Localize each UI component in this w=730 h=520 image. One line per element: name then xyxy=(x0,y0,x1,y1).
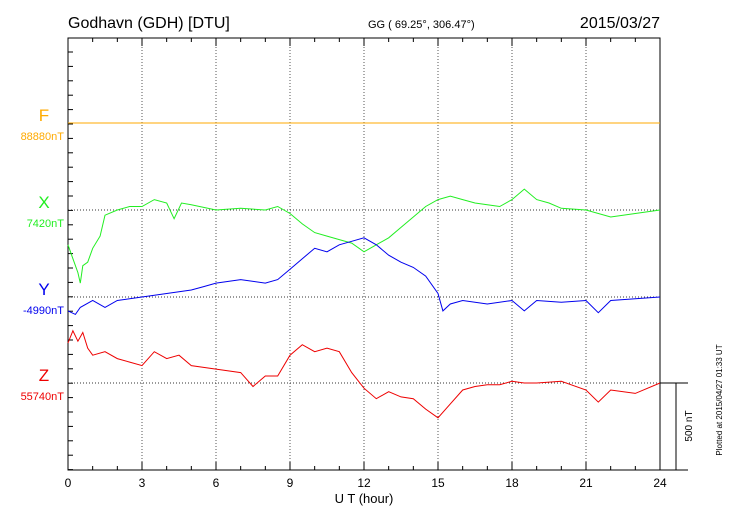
x-tick-label: 9 xyxy=(287,476,294,490)
scale-bar: 500 nT xyxy=(660,382,695,471)
x-tick-label: 6 xyxy=(213,476,220,490)
plotted-timestamp: Plotted at 2015/04/27 01:33 UT xyxy=(715,344,724,455)
x-axis-title: U T (hour) xyxy=(335,491,394,506)
series-baseline-f: 88880nT xyxy=(21,131,65,143)
station-title: Godhavn (GDH) [DTU] xyxy=(68,15,230,32)
series-name-x: X xyxy=(38,193,49,212)
series-name-y: Y xyxy=(38,280,49,299)
x-tick-label: 3 xyxy=(139,476,146,490)
x-tick-label: 21 xyxy=(579,476,593,490)
series-name-z: Z xyxy=(39,366,49,385)
series-baseline-y: -4990nT xyxy=(23,305,64,317)
x-tick-label: 24 xyxy=(653,476,667,490)
grid-layer: 0 3 6 9 12 15 18 21 24 xyxy=(65,37,667,490)
x-tick-label: 12 xyxy=(357,476,371,490)
label-layer: F 88880nT X 7420nT Y -4990nT Z 55740nT xyxy=(21,106,65,403)
x-tick-label: 18 xyxy=(505,476,519,490)
x-tick-label: 0 xyxy=(65,476,72,490)
series-name-f: F xyxy=(39,106,49,125)
series-layer xyxy=(67,122,661,419)
x-tick-label: 15 xyxy=(431,476,445,490)
scale-bar-label: 500 nT xyxy=(684,410,695,441)
series-line-x xyxy=(67,188,661,284)
station-coordinates: GG ( 69.25°, 306.47°) xyxy=(368,19,475,31)
series-line-z xyxy=(67,329,661,419)
series-line-y xyxy=(67,237,661,316)
series-baseline-x: 7420nT xyxy=(27,218,65,230)
plot-date: 2015/03/27 xyxy=(580,15,660,32)
series-baseline-z: 55740nT xyxy=(21,391,65,403)
